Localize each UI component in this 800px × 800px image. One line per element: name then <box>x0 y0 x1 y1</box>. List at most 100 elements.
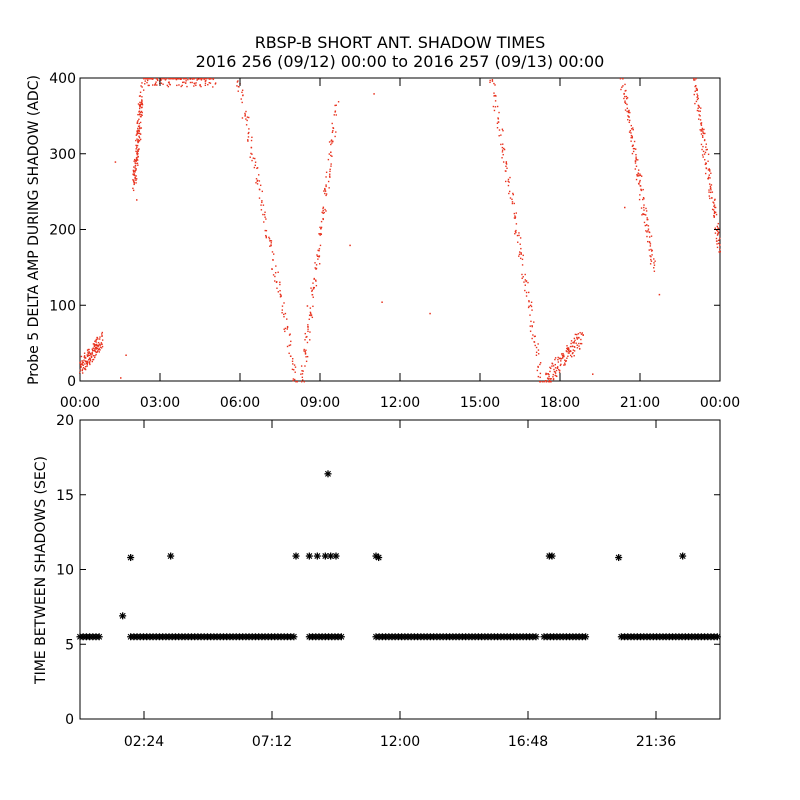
top-data-point <box>631 145 634 147</box>
top-data-point <box>93 343 95 345</box>
top-data-point <box>256 180 258 182</box>
top-data-point <box>199 84 201 86</box>
top-data-point <box>632 147 635 150</box>
top-data-point <box>138 110 141 112</box>
top-data-point <box>631 152 634 155</box>
top-data-point <box>620 88 622 91</box>
top-data-point <box>567 355 569 357</box>
top-data-point <box>97 338 99 340</box>
top-data-point <box>86 365 88 367</box>
top-data-point <box>649 255 651 257</box>
top-data-point <box>528 300 530 302</box>
top-data-point <box>318 250 320 252</box>
top-data-point <box>136 153 138 156</box>
top-data-point <box>330 140 332 142</box>
top-data-point <box>711 197 713 199</box>
top-data-point <box>80 366 82 368</box>
top-data-point <box>148 78 151 80</box>
top-data-point <box>322 207 324 210</box>
top-data-point <box>254 157 256 160</box>
top-data-point <box>325 184 327 186</box>
top-data-point <box>136 122 138 125</box>
top-data-point <box>491 79 494 81</box>
top-data-point <box>312 296 314 298</box>
top-data-point <box>489 81 491 84</box>
top-data-point <box>580 342 583 345</box>
top-data-point <box>150 78 152 80</box>
top-data-point <box>309 307 312 309</box>
top-data-point <box>573 355 575 357</box>
bottom-data-point <box>713 633 721 641</box>
top-data-point <box>165 78 168 80</box>
top-data-point <box>261 201 263 204</box>
top-data-point <box>648 236 651 238</box>
top-data-point <box>178 78 181 80</box>
top-data-point <box>184 78 186 80</box>
top-data-point <box>151 78 154 80</box>
top-data-point <box>140 115 142 118</box>
top-data-point <box>256 183 259 185</box>
top-data-point <box>81 372 84 374</box>
top-data-point <box>558 371 561 373</box>
top-data-point <box>491 80 494 82</box>
top-data-point <box>492 105 495 108</box>
top-data-point <box>307 330 309 333</box>
top-data-point <box>557 361 560 363</box>
top-data-point <box>132 179 134 181</box>
top-data-point <box>306 355 309 358</box>
top-data-point <box>643 204 645 206</box>
top-data-point <box>576 347 579 349</box>
top-data-point <box>703 132 705 135</box>
top-data-point <box>315 279 317 281</box>
top-data-point <box>305 356 307 358</box>
top-data-point <box>514 216 517 218</box>
top-data-point <box>642 198 644 201</box>
top-data-point <box>95 351 98 353</box>
top-data-point <box>647 225 650 227</box>
top-data-point <box>707 169 710 171</box>
top-data-point <box>325 210 327 212</box>
top-data-point <box>251 153 253 155</box>
top-data-point <box>200 85 202 88</box>
top-data-point <box>630 134 633 137</box>
top-data-point <box>337 101 340 103</box>
top-data-point <box>641 214 643 216</box>
top-data-point <box>506 167 508 169</box>
top-data-point <box>196 78 198 80</box>
top-data-point <box>132 169 135 172</box>
top-data-point <box>300 373 302 375</box>
top-data-point <box>640 207 643 209</box>
top-data-point <box>643 198 645 200</box>
top-data-point <box>501 157 503 159</box>
top-data-point <box>87 354 89 356</box>
top-data-point <box>139 127 141 130</box>
top-data-point <box>199 78 201 80</box>
top-data-point <box>705 167 707 169</box>
top-data-point <box>566 345 568 347</box>
bottom-y-tick-label: 5 <box>65 637 74 653</box>
top-data-point <box>91 351 93 354</box>
top-data-point <box>310 287 312 289</box>
top-data-point <box>624 100 626 102</box>
top-data-point <box>574 339 576 342</box>
top-data-point <box>649 263 652 265</box>
top-data-point <box>709 185 712 188</box>
top-data-point <box>89 358 92 360</box>
top-data-point <box>274 280 276 282</box>
top-data-point <box>646 235 648 238</box>
top-data-point <box>141 96 143 98</box>
top-data-point <box>507 184 510 187</box>
top-data-point <box>549 378 552 380</box>
top-data-point <box>210 78 212 80</box>
top-data-point <box>96 347 98 350</box>
top-data-point <box>335 114 337 116</box>
top-data-point <box>322 217 324 220</box>
top-data-point <box>512 192 514 195</box>
top-data-point <box>334 135 336 138</box>
top-data-point <box>318 248 321 250</box>
top-data-point <box>566 347 568 350</box>
top-data-point <box>533 341 535 343</box>
top-data-point <box>577 333 580 335</box>
top-data-point <box>135 182 137 184</box>
top-data-point <box>311 294 313 296</box>
